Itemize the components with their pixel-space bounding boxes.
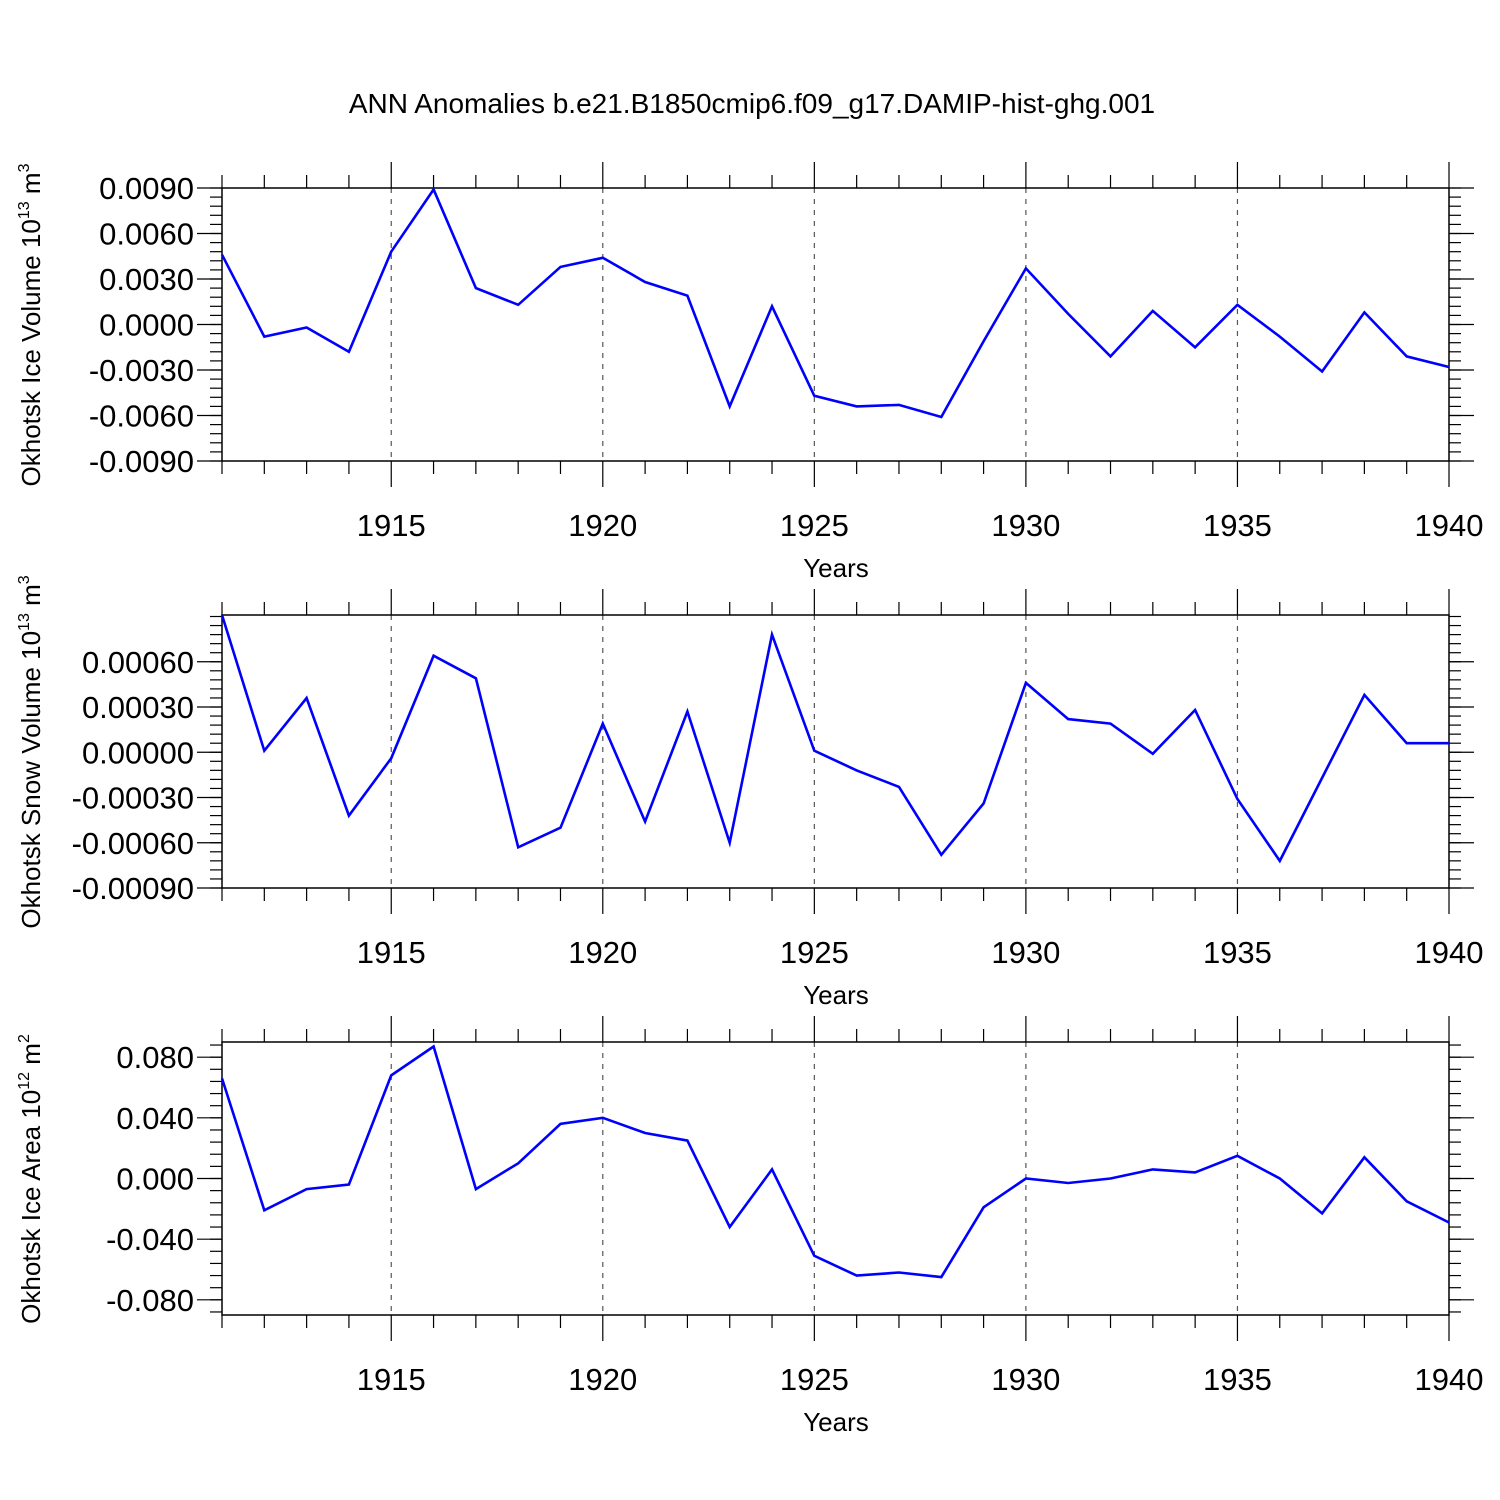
x-tick-label: 1920 (568, 508, 637, 543)
x-tick-label: 1915 (357, 508, 426, 543)
y-axis-title: Okhotsk Ice Volume 1013 m3 (16, 163, 46, 486)
x-tick-label: 1940 (1415, 935, 1484, 970)
x-tick-label: 1935 (1203, 508, 1272, 543)
x-tick-label: 1930 (991, 1362, 1060, 1397)
x-tick-label: 1920 (568, 1362, 637, 1397)
x-tick-label: 1920 (568, 935, 637, 970)
series-line (220, 614, 1449, 864)
chart-title: ANN Anomalies b.e21.B1850cmip6.f09_g17.D… (349, 88, 1155, 119)
y-tick-label: 0.040 (116, 1101, 194, 1136)
x-axis-title: Years (803, 1407, 869, 1437)
y-tick-label: -0.00090 (72, 871, 194, 906)
plot-frame (221, 614, 1450, 889)
y-tick-label: 0.0060 (99, 217, 194, 252)
series-line (220, 186, 1450, 419)
y-tick-label: 0.0030 (99, 262, 194, 297)
x-axis-title: Years (803, 980, 869, 1010)
x-tick-label: 1930 (991, 935, 1060, 970)
x-tick-label: 1925 (780, 508, 849, 543)
y-tick-label: -0.080 (106, 1283, 194, 1318)
x-tick-label: 1925 (780, 1362, 849, 1397)
x-axis-title: Years (803, 553, 869, 583)
y-tick-label: -0.00060 (72, 826, 194, 861)
y-tick-label: 0.00000 (82, 735, 194, 770)
y-tick-label: -0.00030 (72, 781, 194, 816)
y-tick-label: -0.040 (106, 1222, 194, 1257)
panel-1: 0.0090 0.0060 0.0030 0.0000 -0.0030 -0.0060 -0… (16, 162, 1483, 583)
y-tick-label: 0.0090 (99, 171, 194, 206)
y-axis-title: Okhotsk Snow Volume 1013 m3 (16, 575, 46, 928)
x-tick-label: 1925 (780, 935, 849, 970)
y-tick-label: -0.0030 (89, 353, 194, 388)
y-tick-label: -0.0090 (89, 444, 194, 479)
panel-2: 0.00060 0.00030 0.00000 -0.00030 -0.00060 -0.… (16, 575, 1483, 1010)
x-tick-label: 1915 (357, 935, 426, 970)
series-line (220, 1044, 1450, 1279)
x-tick-label: 1935 (1203, 1362, 1272, 1397)
y-tick-label: 0.00060 (82, 645, 194, 680)
x-tick-label: 1940 (1415, 1362, 1484, 1397)
y-tick-label: 0.00030 (82, 690, 194, 725)
y-axis-title: Okhotsk Ice Area 1012 m2 (16, 1034, 46, 1324)
x-tick-label: 1915 (357, 1362, 426, 1397)
x-tick-label: 1935 (1203, 935, 1272, 970)
y-tick-label: 0.080 (116, 1040, 194, 1075)
x-tick-label: 1930 (991, 508, 1060, 543)
y-tick-label: -0.0060 (89, 399, 194, 434)
panels: 0.0090 0.0060 0.0030 0.0000 -0.0030 -0.0060 -0… (16, 162, 1483, 1437)
panel-3: 0.080 0.040 0.000 -0.040 -0.080 1915 1920 1925 1… (16, 1016, 1483, 1437)
x-tick-label: 1940 (1415, 508, 1484, 543)
plot-frame (221, 1041, 1450, 1316)
y-tick-label: 0.000 (116, 1162, 194, 1197)
y-tick-label: 0.0000 (99, 308, 194, 343)
